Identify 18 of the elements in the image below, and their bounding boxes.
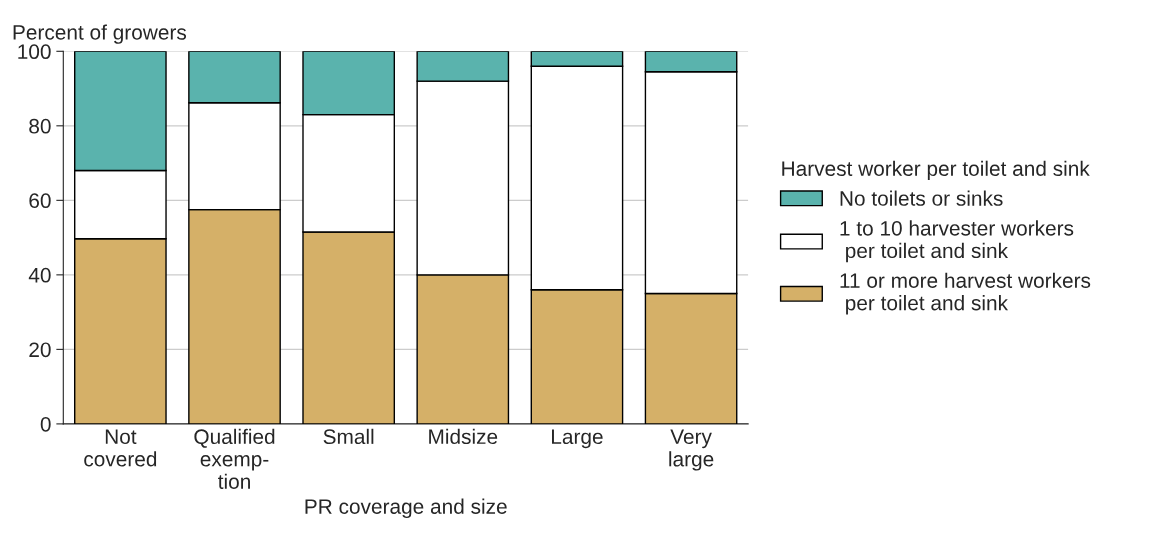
legend-label: No toilets or sinks xyxy=(840,190,1003,206)
legend-label: 11 or more harvest workers per toilet and sink xyxy=(840,272,1091,315)
x-tick-label: Very large xyxy=(669,429,714,471)
y-tick-label: 40 xyxy=(28,267,51,283)
y-tick-label: 100 xyxy=(18,44,51,60)
x-tick-label: Qualified exemp- tion xyxy=(194,428,275,489)
y-tick-label: 20 xyxy=(29,342,51,358)
x-tick-label: Not covered xyxy=(84,429,157,467)
y-tick-label: 0 xyxy=(40,416,51,432)
x-axis-title: PR coverage and size xyxy=(305,498,507,519)
x-tick-label: Small xyxy=(323,428,374,445)
legend-title: Harvest worker per toilet and sink xyxy=(782,160,1090,181)
y-axis-title: Percent of growers xyxy=(13,24,187,44)
x-tick-label: Large xyxy=(552,429,603,449)
legend-label: 1 to 10 harvester workers per toilet and sink xyxy=(840,220,1074,263)
y-tick-label: 80 xyxy=(29,118,51,134)
x-tick-label: Midsize xyxy=(429,428,498,445)
y-tick-label: 60 xyxy=(29,193,51,209)
